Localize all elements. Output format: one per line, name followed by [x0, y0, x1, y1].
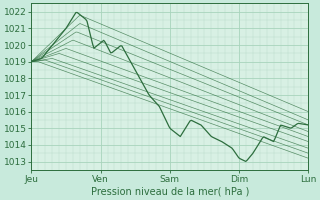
X-axis label: Pression niveau de la mer( hPa ): Pression niveau de la mer( hPa )	[91, 187, 249, 197]
